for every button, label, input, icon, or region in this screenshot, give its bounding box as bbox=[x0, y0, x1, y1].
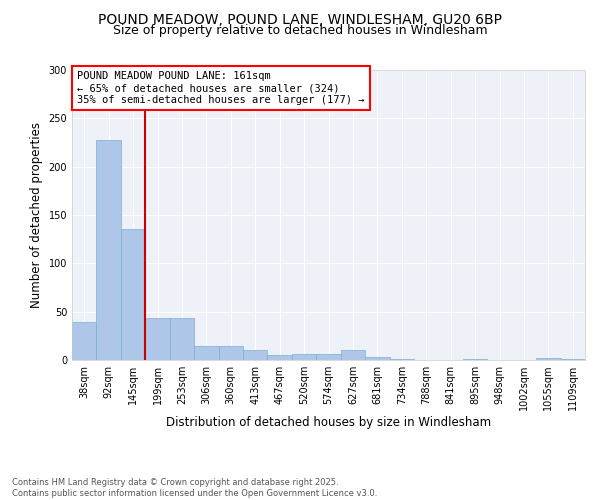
Bar bbox=[170, 318, 194, 360]
Bar bbox=[268, 355, 292, 360]
Bar bbox=[218, 346, 243, 360]
Text: POUND MEADOW POUND LANE: 161sqm
← 65% of detached houses are smaller (324)
35% o: POUND MEADOW POUND LANE: 161sqm ← 65% of… bbox=[77, 72, 365, 104]
Bar bbox=[194, 346, 218, 360]
Y-axis label: Number of detached properties: Number of detached properties bbox=[30, 122, 43, 308]
Bar bbox=[72, 322, 97, 360]
Text: POUND MEADOW, POUND LANE, WINDLESHAM, GU20 6BP: POUND MEADOW, POUND LANE, WINDLESHAM, GU… bbox=[98, 12, 502, 26]
Bar bbox=[560, 359, 585, 360]
Bar bbox=[341, 350, 365, 360]
Bar bbox=[463, 359, 487, 360]
Bar bbox=[536, 358, 560, 360]
Bar bbox=[97, 140, 121, 360]
Bar bbox=[365, 357, 389, 360]
X-axis label: Distribution of detached houses by size in Windlesham: Distribution of detached houses by size … bbox=[166, 416, 491, 429]
Bar bbox=[145, 318, 170, 360]
Text: Size of property relative to detached houses in Windlesham: Size of property relative to detached ho… bbox=[113, 24, 487, 37]
Bar bbox=[316, 354, 341, 360]
Bar bbox=[292, 354, 316, 360]
Bar bbox=[243, 350, 268, 360]
Bar bbox=[121, 228, 145, 360]
Text: Contains HM Land Registry data © Crown copyright and database right 2025.
Contai: Contains HM Land Registry data © Crown c… bbox=[12, 478, 377, 498]
Bar bbox=[389, 359, 414, 360]
